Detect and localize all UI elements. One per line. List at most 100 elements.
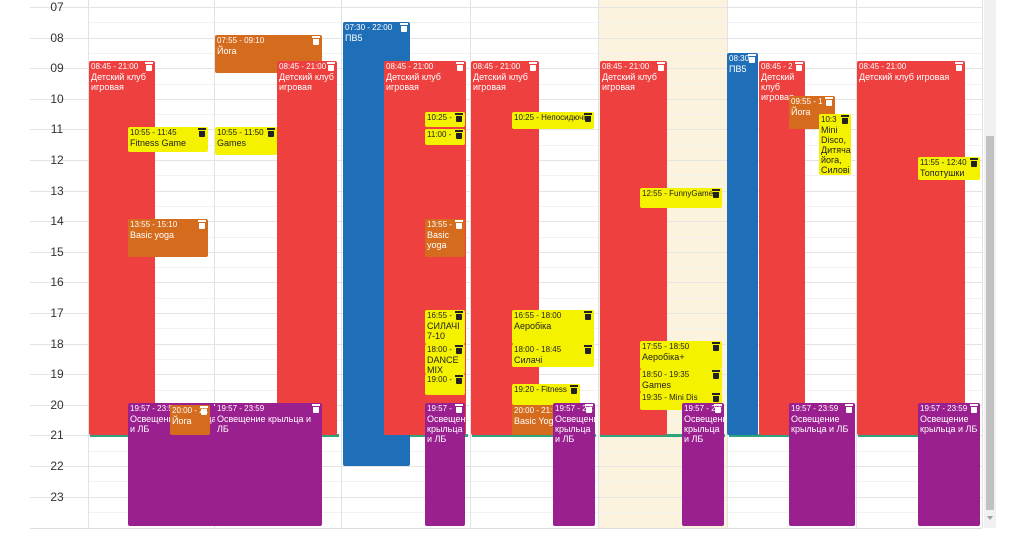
- trash-icon[interactable]: [748, 53, 756, 63]
- trash-icon[interactable]: [714, 404, 722, 414]
- trash-icon[interactable]: [529, 61, 537, 71]
- event-time: 16:55 -: [427, 311, 452, 321]
- trash-icon[interactable]: [657, 61, 665, 71]
- event-block[interactable]: 10:55 - 11:45 Fitness Game: [128, 126, 208, 153]
- trash-icon[interactable]: [198, 219, 206, 229]
- trash-icon[interactable]: [712, 342, 720, 352]
- event-name: Аеробіка+: [642, 352, 685, 363]
- trash-icon[interactable]: [712, 189, 720, 199]
- event-block[interactable]: 17:55 - 18:50 Аеробіка+: [640, 341, 722, 370]
- trash-icon[interactable]: [970, 158, 978, 168]
- trash-icon[interactable]: [841, 115, 849, 125]
- event-time: 20:00 - 21:: [514, 405, 553, 415]
- trash-icon[interactable]: [455, 130, 463, 140]
- trash-icon[interactable]: [267, 127, 275, 137]
- trash-icon[interactable]: [455, 404, 463, 414]
- trash-icon[interactable]: [312, 404, 320, 414]
- trash-icon[interactable]: [570, 385, 578, 395]
- event-block[interactable]: 11:00 -: [425, 129, 465, 145]
- event-block[interactable]: 08:30 - 2ПВ5: [727, 52, 758, 436]
- event-block[interactable]: 19:20 - Fitness: [512, 384, 580, 405]
- event-block[interactable]: 08:45 - 21:00 Детский клуб игровая: [277, 60, 337, 436]
- trash-icon[interactable]: [456, 61, 464, 71]
- trash-icon[interactable]: [200, 405, 208, 415]
- trash-icon[interactable]: [712, 393, 720, 403]
- event-block[interactable]: 08:45 - 21:00 Детский клуб игровая: [857, 60, 965, 436]
- trash-icon[interactable]: [455, 344, 463, 354]
- event-name: Детский клуб игровая: [473, 71, 528, 92]
- trash-icon[interactable]: [585, 404, 593, 414]
- half-hour-gridline: [88, 481, 982, 483]
- event-name: ПВ5: [729, 63, 747, 74]
- event-time: 18:00 - 18:45: [514, 344, 562, 354]
- trash-icon[interactable]: [712, 370, 720, 380]
- event-block[interactable]: 12:55 - FunnyGame: [640, 188, 722, 209]
- event-time: 10:55 - 11:45: [130, 127, 177, 137]
- event-time: 13:55 - 15:10: [130, 219, 178, 229]
- trash-icon[interactable]: [584, 344, 592, 354]
- event-name: Освещение крыльца и ЛБ: [555, 414, 595, 445]
- trash-icon[interactable]: [400, 23, 408, 33]
- event-time: 16:55 - 18:00: [514, 311, 562, 321]
- week-calendar-grid: 07 08 09 10 11 12 13 14 15 16 17 18 19 20 21 22 23 08:45…: [30, 0, 983, 529]
- trash-icon[interactable]: [145, 61, 153, 71]
- event-time: 17:55 - 18:50: [642, 342, 690, 352]
- event-block[interactable]: 10:55 - 11:50 Games: [215, 126, 277, 155]
- hour-label: 22: [50, 459, 64, 473]
- event-time: 20:00 - 21:00: [172, 405, 208, 415]
- event-time: 19:20 - Fitness: [514, 385, 567, 395]
- vertical-scrollbar[interactable]: [984, 0, 996, 528]
- event-time: 13:55 -: [427, 219, 452, 229]
- trash-icon[interactable]: [455, 375, 463, 385]
- event-block[interactable]: 10:25 - Непосидючі: [512, 111, 594, 130]
- event-name: Йога: [791, 107, 811, 118]
- event-block[interactable]: 16:55 - 18:00 Аеробіка: [512, 310, 594, 344]
- trash-icon[interactable]: [455, 219, 463, 229]
- event-block[interactable]: 13:55 - 15:10 Basic yoga: [128, 218, 208, 257]
- trash-icon[interactable]: [584, 112, 592, 122]
- trash-icon[interactable]: [795, 61, 803, 71]
- event-block[interactable]: 18:50 - 19:35 Games: [640, 369, 722, 393]
- event-block[interactable]: 19:57 - Освещение крыльца и ЛБ: [425, 403, 465, 526]
- trash-icon[interactable]: [955, 61, 963, 71]
- trash-icon[interactable]: [584, 311, 592, 321]
- event-block[interactable]: 18:00 - DANCE MIX: [425, 343, 465, 375]
- event-time: 10:3: [821, 115, 837, 125]
- event-name: Games: [217, 137, 247, 148]
- hour-label: 17: [50, 306, 64, 320]
- trash-icon[interactable]: [312, 36, 320, 46]
- current-time-line: [472, 434, 596, 438]
- event-block[interactable]: 18:00 - 18:45 Силачі: [512, 343, 594, 367]
- event-block[interactable]: 09:55 - 1 Йога: [789, 96, 835, 130]
- event-name: СИЛАЧІ 7-10: [427, 321, 460, 342]
- trash-icon[interactable]: [825, 97, 833, 107]
- trash-icon[interactable]: [970, 404, 978, 414]
- event-block[interactable]: 13:55 - Basic yoga: [425, 218, 465, 257]
- event-block[interactable]: 20:00 - 21:00Йога: [170, 404, 210, 436]
- hour-label: 18: [50, 336, 64, 351]
- event-name: Basic yoga: [427, 229, 450, 250]
- event-block[interactable]: 10:25 -: [425, 111, 465, 127]
- event-time: 08:45 - 21:00: [91, 61, 139, 71]
- trash-icon[interactable]: [455, 311, 463, 321]
- event-time: 19:57 -: [427, 404, 452, 414]
- scrollbar-thumb[interactable]: [986, 136, 994, 510]
- event-block[interactable]: 19:00 -: [425, 374, 465, 395]
- trash-icon[interactable]: [198, 127, 206, 137]
- event-time: 18:00 -: [427, 344, 452, 354]
- event-block[interactable]: 11:55 - 12:40 Топотушки: [918, 157, 980, 181]
- half-hour-gridline: [88, 22, 982, 24]
- scroll-down-arrow-icon[interactable]: [987, 516, 993, 520]
- trash-icon[interactable]: [455, 112, 463, 122]
- trash-icon[interactable]: [845, 404, 853, 414]
- half-hour-gridline: [88, 511, 982, 513]
- event-block[interactable]: 16:55 - СИЛАЧІ 7-10: [425, 310, 465, 344]
- trash-icon[interactable]: [327, 61, 335, 71]
- hour-label: 11: [50, 122, 64, 137]
